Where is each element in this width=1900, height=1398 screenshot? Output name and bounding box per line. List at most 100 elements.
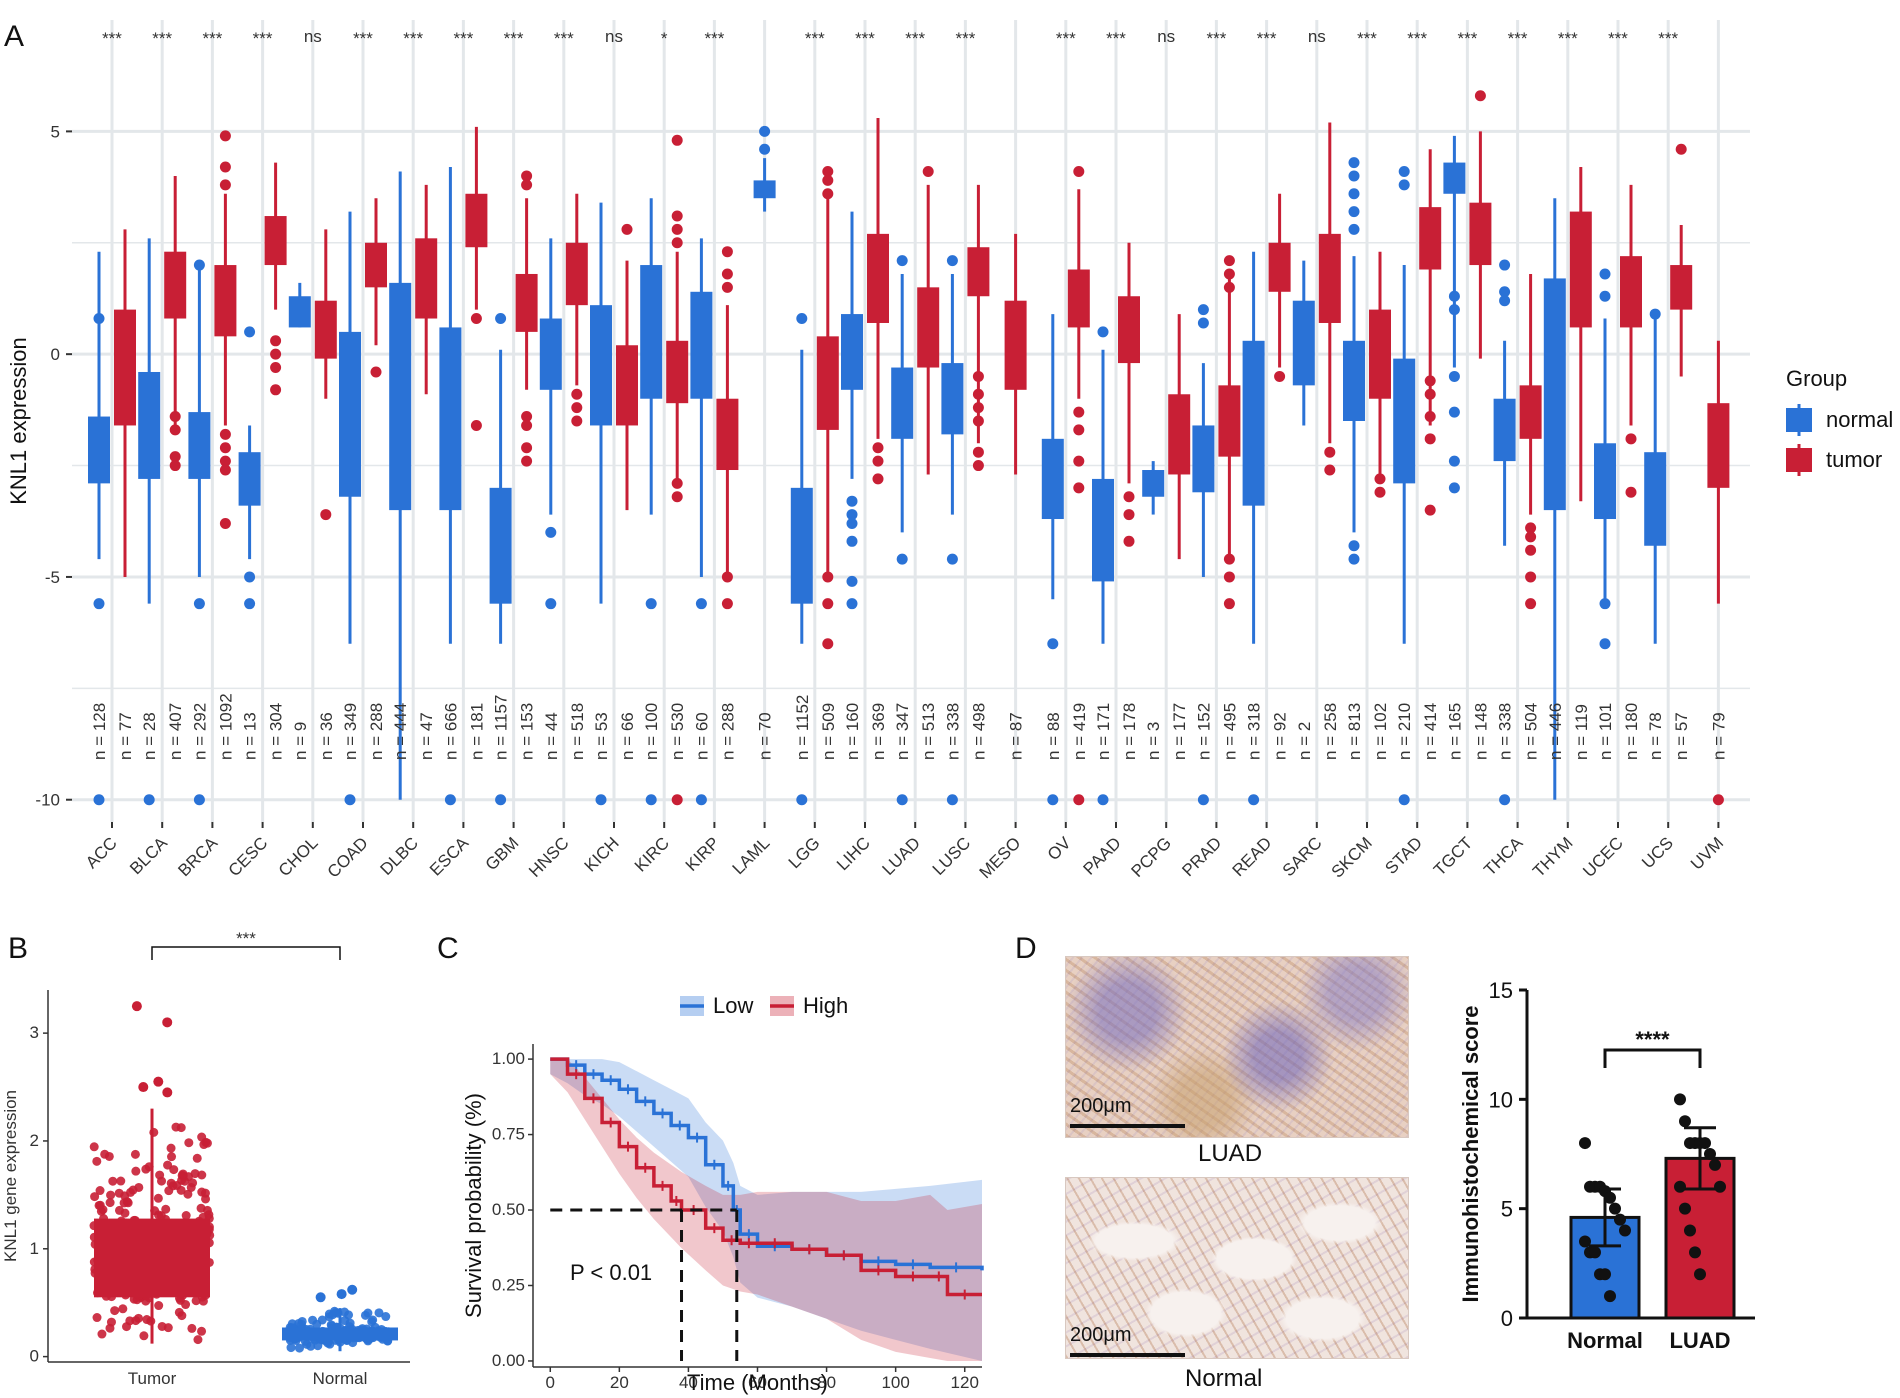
x-tick-c: 0 — [546, 1373, 555, 1392]
tumor-outlier — [1123, 509, 1135, 521]
jitter-point — [104, 1151, 114, 1161]
n-label-tumor: n = 518 — [568, 703, 587, 760]
data-point — [1709, 1158, 1721, 1171]
y-tick-a: 0 — [51, 345, 60, 364]
data-point — [1619, 1224, 1631, 1237]
normal-box — [1393, 358, 1416, 484]
normal-outlier — [645, 794, 657, 806]
legend-c-entry: High — [803, 993, 848, 1018]
tumor-box — [1569, 211, 1592, 328]
normal-outlier — [1499, 295, 1511, 307]
normal-box — [841, 314, 863, 390]
normal-box — [539, 318, 562, 390]
legend-c-entry: Low — [713, 993, 753, 1018]
tumor-outlier — [1424, 388, 1436, 400]
tumor-outlier — [972, 388, 984, 400]
jitter-point — [155, 1170, 165, 1180]
y-tick-a: 5 — [51, 122, 60, 141]
n-label-normal: n = 210 — [1395, 703, 1414, 760]
tumor-box — [114, 309, 136, 426]
x-tick-a: BRCA — [174, 833, 221, 880]
normal-box — [1192, 425, 1215, 493]
tumor-outlier — [1424, 433, 1436, 445]
jitter-point — [167, 1152, 177, 1162]
normal-box — [1142, 470, 1165, 497]
tumor-outlier — [571, 402, 583, 414]
tumor-outlier — [521, 170, 533, 182]
data-point — [1674, 1180, 1686, 1193]
x-tick-a: SKCM — [1328, 833, 1376, 881]
n-label-normal: n = 101 — [1596, 703, 1615, 760]
significance-a: *** — [554, 29, 574, 48]
tumor-box — [365, 242, 387, 288]
n-label-normal: n = 44 — [542, 712, 561, 760]
normal-box — [941, 363, 964, 435]
significance-a: *** — [805, 29, 825, 48]
x-tick-a: CHOL — [275, 833, 322, 880]
jitter-point — [186, 1182, 196, 1192]
significance-a: *** — [403, 29, 423, 48]
x-tick-a: UCS — [1638, 833, 1677, 872]
normal-outlier — [1348, 188, 1360, 200]
data-point — [1604, 1290, 1616, 1303]
jitter-point — [360, 1310, 370, 1320]
normal-outlier — [1448, 406, 1460, 418]
x-tick-a: ACC — [82, 833, 121, 872]
tumor-outlier — [1274, 370, 1286, 382]
n-label-tumor: n = 36 — [317, 712, 336, 760]
tumor-outlier — [1073, 424, 1085, 436]
n-label-tumor: n = 369 — [869, 703, 888, 760]
normal-outlier — [495, 313, 507, 325]
tumor-box — [1268, 242, 1291, 292]
ihc-normal-image — [1065, 1177, 1409, 1359]
x-tick-a: DLBC — [377, 833, 423, 879]
normal-box — [439, 327, 462, 511]
n-label-tumor: n = 288 — [367, 703, 386, 760]
tumor-outlier — [621, 223, 633, 235]
tumor-outlier — [1525, 531, 1537, 543]
tumor-outlier — [1625, 486, 1637, 498]
panel-c-survival-curve: 0.00 0.25 0.50 0.75 1.00 0 20 40 60 80 100 120 Time … — [461, 993, 984, 1395]
tumor-outlier — [320, 509, 332, 521]
x-tick-a: MESO — [976, 833, 1025, 882]
tumor-outlier — [571, 388, 583, 400]
data-point — [1684, 1224, 1696, 1237]
tumor-outlier — [721, 268, 733, 280]
normal-outlier — [1047, 794, 1059, 806]
jitter-point — [183, 1189, 193, 1199]
y-tick-a: -10 — [35, 791, 60, 810]
n-label-tumor: n = 513 — [919, 703, 938, 760]
tumor-outlier — [671, 134, 683, 146]
normal-outlier — [444, 794, 456, 806]
n-label-tumor: n = 66 — [618, 712, 637, 760]
tumor-outlier — [219, 517, 231, 529]
jitter-point — [197, 1326, 207, 1336]
tumor-outlier — [822, 174, 834, 186]
normal-outlier — [1197, 794, 1209, 806]
outlier-b — [153, 1076, 164, 1087]
y-tick-b: 3 — [30, 1023, 39, 1042]
n-label-normal: n = 53 — [592, 712, 611, 760]
tumor-outlier — [972, 460, 984, 472]
tumor-box — [1004, 300, 1027, 390]
tumor-box — [415, 238, 438, 319]
scale-bar-normal — [1070, 1353, 1185, 1357]
data-point — [1704, 1148, 1716, 1160]
significance-a: *** — [1206, 29, 1226, 48]
tumor-box — [1218, 385, 1241, 457]
n-label-tumor: n = 1092 — [216, 693, 235, 760]
normal-box — [389, 282, 412, 511]
tumor-outlier — [1073, 165, 1085, 177]
tumor-outlier — [169, 451, 181, 463]
n-label-tumor: n = 77 — [116, 712, 135, 760]
tumor-outlier — [1424, 375, 1436, 387]
normal-outlier — [1448, 482, 1460, 494]
outlier-b — [162, 1087, 173, 1098]
normal-outlier — [1599, 598, 1611, 610]
x-tick-c: 20 — [610, 1373, 629, 1392]
significance-a: *** — [1357, 29, 1377, 48]
y-tick-a: -5 — [45, 568, 60, 587]
data-point — [1714, 1180, 1726, 1193]
x-tick-a: GBM — [482, 833, 523, 874]
tumor-box — [1118, 296, 1140, 364]
